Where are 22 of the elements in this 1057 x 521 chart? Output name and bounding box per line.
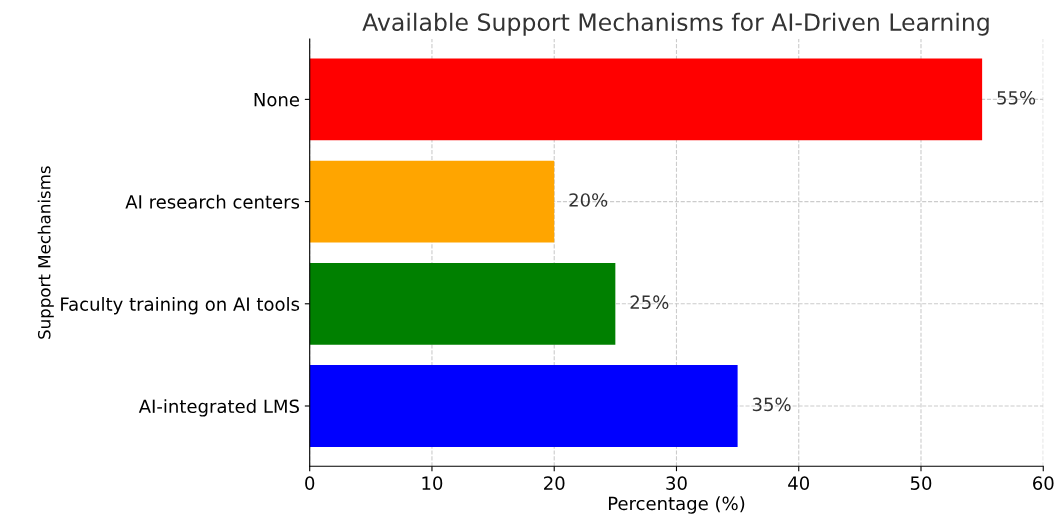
y-tick-label: AI research centers — [125, 194, 300, 209]
data-label: 55% — [997, 90, 1036, 105]
data-label: 25% — [630, 295, 669, 310]
y-tick-label: Faculty training on AI tools — [61, 296, 300, 315]
data-label: 20% — [569, 193, 608, 207]
x-tick-label: 20 — [544, 476, 565, 490]
x-tick-label: 30 — [666, 476, 687, 490]
x-axis-title: Percentage (%) — [608, 496, 745, 514]
x-tick-label: 0 — [305, 476, 315, 490]
bar — [309, 160, 555, 243]
y-tick-label: AI-integrated LMS — [138, 399, 299, 417]
chart-title: Available Support Mechanisms for AI-Driven Learning — [362, 12, 989, 36]
x-tick-label: 60 — [1033, 476, 1054, 490]
x-tick-label: 50 — [910, 476, 932, 490]
bar — [309, 365, 738, 447]
y-tick-label: None — [254, 93, 300, 107]
data-label: 35% — [752, 397, 791, 412]
x-tick-label: 10 — [422, 476, 443, 490]
bar — [309, 262, 616, 345]
x-tick-label: 40 — [788, 476, 810, 490]
y-axis-title: Support Mechanisms — [37, 166, 54, 339]
bar — [309, 58, 983, 141]
